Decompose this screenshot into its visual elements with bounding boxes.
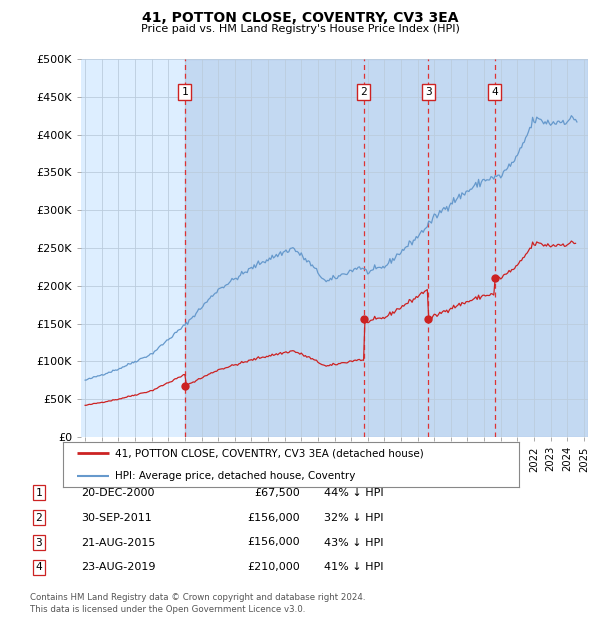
Text: £67,500: £67,500 <box>254 488 300 498</box>
Text: 3: 3 <box>35 538 43 547</box>
Text: 43% ↓ HPI: 43% ↓ HPI <box>324 538 383 547</box>
Text: 44% ↓ HPI: 44% ↓ HPI <box>324 488 383 498</box>
Text: 2: 2 <box>360 87 367 97</box>
Text: 4: 4 <box>491 87 498 97</box>
Text: 32% ↓ HPI: 32% ↓ HPI <box>324 513 383 523</box>
Text: 4: 4 <box>35 562 43 572</box>
Text: £210,000: £210,000 <box>247 562 300 572</box>
Text: HPI: Average price, detached house, Coventry: HPI: Average price, detached house, Cove… <box>115 471 356 480</box>
Text: 41, POTTON CLOSE, COVENTRY, CV3 3EA (detached house): 41, POTTON CLOSE, COVENTRY, CV3 3EA (det… <box>115 448 424 458</box>
Text: 2: 2 <box>35 513 43 523</box>
Text: 1: 1 <box>35 488 43 498</box>
Text: 41% ↓ HPI: 41% ↓ HPI <box>324 562 383 572</box>
Text: 41, POTTON CLOSE, COVENTRY, CV3 3EA: 41, POTTON CLOSE, COVENTRY, CV3 3EA <box>142 11 458 25</box>
Text: 20-DEC-2000: 20-DEC-2000 <box>81 488 155 498</box>
Text: Price paid vs. HM Land Registry's House Price Index (HPI): Price paid vs. HM Land Registry's House … <box>140 24 460 33</box>
Text: 1: 1 <box>182 87 188 97</box>
Text: £156,000: £156,000 <box>247 538 300 547</box>
Text: 3: 3 <box>425 87 431 97</box>
Text: 30-SEP-2011: 30-SEP-2011 <box>81 513 152 523</box>
Text: £156,000: £156,000 <box>247 513 300 523</box>
Bar <box>185 59 588 437</box>
Text: 21-AUG-2015: 21-AUG-2015 <box>81 538 155 547</box>
Text: 23-AUG-2019: 23-AUG-2019 <box>81 562 155 572</box>
Text: Contains HM Land Registry data © Crown copyright and database right 2024.
This d: Contains HM Land Registry data © Crown c… <box>30 593 365 614</box>
